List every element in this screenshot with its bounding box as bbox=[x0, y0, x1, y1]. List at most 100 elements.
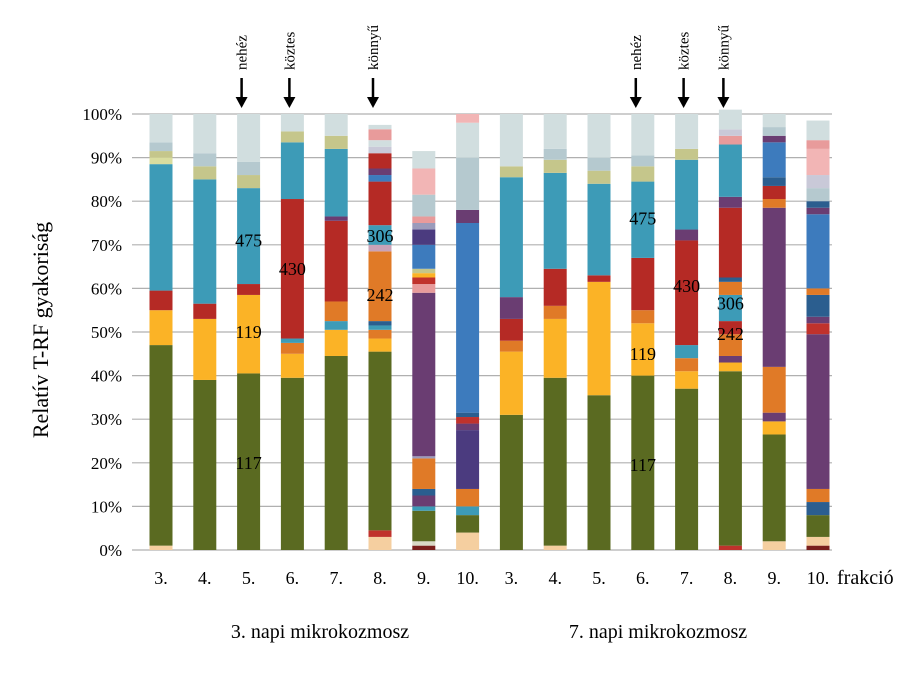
bar-segment bbox=[499, 177, 523, 298]
bar-segment bbox=[412, 268, 436, 274]
bar-segment bbox=[806, 536, 830, 546]
bar-segment bbox=[762, 412, 786, 422]
arrow-label: könnyű bbox=[716, 25, 732, 71]
bar-segment bbox=[806, 288, 830, 295]
bar-segment bbox=[499, 414, 523, 550]
bar-segment bbox=[412, 229, 436, 245]
bar-segment bbox=[718, 129, 742, 136]
bar-segment bbox=[806, 515, 830, 537]
arrow-head bbox=[629, 97, 642, 108]
bar-segment bbox=[456, 122, 480, 158]
y-tick-label: 100% bbox=[82, 105, 122, 124]
fraction-arrows: nehéz köztes könnyű nehéz köztes könnyű bbox=[235, 25, 732, 108]
arrow-label: köztes bbox=[677, 32, 693, 70]
arrow-head bbox=[283, 97, 296, 108]
bar-segment bbox=[587, 183, 611, 276]
bar-annotation: 430 bbox=[673, 276, 700, 296]
bar-segment bbox=[762, 199, 786, 208]
bar-stack bbox=[456, 114, 480, 550]
x-tick-label: 5. bbox=[592, 568, 606, 588]
bar-segment bbox=[631, 181, 655, 258]
x-tick-label: 5. bbox=[242, 568, 256, 588]
fraction-arrow: nehéz bbox=[629, 35, 645, 108]
bar-segment bbox=[324, 321, 348, 330]
bar-segment bbox=[762, 185, 786, 200]
bar-segment bbox=[324, 148, 348, 217]
x-tick-labels: 3. 4. 5. 6. 7. 8. 9. 10. 3. 4. 5. 6. 7. 8. 9. 10. bbox=[154, 568, 829, 588]
bar-annotation: 306 bbox=[717, 294, 744, 314]
bar-segment bbox=[149, 114, 173, 143]
x-tick-label: 4. bbox=[548, 568, 562, 588]
bar-segment bbox=[368, 168, 392, 176]
bar-segment bbox=[675, 148, 699, 160]
x-tick-label: 10. bbox=[807, 568, 830, 588]
bar-segment bbox=[631, 257, 655, 311]
fraction-arrow: nehéz bbox=[235, 35, 251, 108]
bar-stack bbox=[631, 114, 655, 550]
bar-segment bbox=[675, 371, 699, 389]
bar-segment bbox=[193, 303, 217, 319]
bar-segment bbox=[149, 310, 173, 346]
bar-segment bbox=[499, 318, 523, 341]
bar-segment bbox=[718, 294, 742, 322]
bar-segment bbox=[718, 277, 742, 282]
bar-segment bbox=[806, 140, 830, 149]
bar-segment bbox=[499, 340, 523, 352]
bar-segment bbox=[412, 541, 436, 546]
bar-segment bbox=[368, 124, 392, 130]
y-tick-label: 40% bbox=[91, 367, 122, 386]
bar-segment bbox=[456, 417, 480, 424]
bar-stack bbox=[543, 114, 567, 550]
bar-segment bbox=[806, 188, 830, 202]
group-label-day3: 3. napi mikrokozmosz bbox=[231, 621, 409, 643]
bar-segment bbox=[543, 114, 567, 149]
bar-segment bbox=[324, 329, 348, 356]
bar-segment bbox=[412, 456, 436, 459]
bar-segment bbox=[149, 164, 173, 291]
bar-segment bbox=[675, 114, 699, 149]
bar-segment bbox=[543, 172, 567, 269]
bar-segment bbox=[368, 338, 392, 352]
bar-segment bbox=[543, 268, 567, 306]
x-tick-label: 4. bbox=[198, 568, 212, 588]
bar-segment bbox=[587, 275, 611, 282]
bar-stack bbox=[324, 114, 348, 550]
bar-stack bbox=[762, 114, 786, 550]
bar-stack bbox=[806, 120, 830, 550]
bar-segment bbox=[718, 355, 742, 363]
bar-annotation: 475 bbox=[629, 209, 656, 229]
y-tick-label: 80% bbox=[91, 192, 122, 211]
bar-stack bbox=[675, 114, 699, 550]
bar-annotation: 117 bbox=[235, 453, 261, 473]
fraction-arrow: könnyű bbox=[716, 25, 732, 108]
bar-segment bbox=[149, 345, 173, 546]
bar-segment bbox=[499, 114, 523, 167]
bar-segment bbox=[456, 430, 480, 489]
y-axis-label: Relatív T-RF gyakoriság bbox=[28, 222, 53, 438]
bar-segment bbox=[193, 318, 217, 380]
bar-segment bbox=[762, 114, 786, 128]
bar-segment bbox=[456, 423, 480, 431]
fraction-arrow: könnyű bbox=[366, 25, 382, 108]
bar-annotation: 306 bbox=[367, 226, 394, 246]
bar-segment bbox=[806, 502, 830, 516]
bar-stack bbox=[280, 114, 304, 550]
fraction-arrow: köztes bbox=[677, 32, 693, 108]
bar-segment bbox=[149, 157, 173, 165]
bar-segment bbox=[762, 541, 786, 550]
bar-segment bbox=[456, 515, 480, 533]
bar-segment bbox=[149, 151, 173, 158]
bar-segment bbox=[718, 207, 742, 278]
bar-segment bbox=[368, 153, 392, 169]
y-tick-label: 50% bbox=[91, 323, 122, 342]
bar-segment bbox=[675, 240, 699, 346]
bar-segment bbox=[412, 244, 436, 269]
bar-segment bbox=[762, 207, 786, 367]
bars bbox=[149, 109, 830, 550]
bar-stack bbox=[368, 124, 392, 550]
bar-segment bbox=[587, 157, 611, 171]
bar-segment bbox=[762, 127, 786, 136]
arrow-label: könnyű bbox=[366, 25, 382, 71]
bar-segment bbox=[368, 536, 392, 550]
